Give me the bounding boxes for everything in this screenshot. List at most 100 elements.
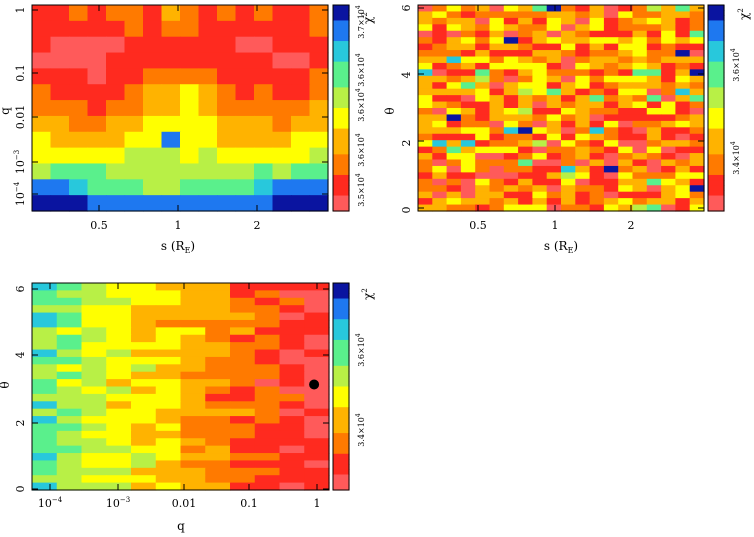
heatmap-cell (575, 159, 591, 167)
heatmap-cell (632, 120, 648, 128)
heatmap-cell (279, 371, 305, 380)
heatmap-cell (575, 5, 591, 13)
heatmap-cell (575, 75, 591, 83)
heatmap-cell (205, 401, 231, 410)
heatmap-cell (180, 445, 206, 454)
colorbar (708, 5, 725, 212)
heatmap-cell (675, 101, 691, 109)
heatmap-cell (418, 43, 433, 51)
panel-s-q: 0.5 1 2 s (RE) q 1 0.1 0.01 10−3 10−4 χ2… (0, 4, 375, 255)
heatmap-cell (532, 88, 548, 96)
heatmap-cell (661, 198, 676, 206)
colorbar-segment (333, 149, 350, 155)
heatmap-cell (489, 185, 505, 193)
heatmap-cell (632, 191, 648, 199)
heatmap-cell (279, 445, 305, 454)
heatmap-cell (661, 37, 676, 45)
heatmap-cell (304, 334, 330, 343)
heatmap-cell (235, 36, 255, 54)
heatmap-cell (56, 334, 83, 343)
heatmap-cell (475, 198, 491, 206)
heatmap-cell (418, 11, 433, 19)
heatmap-cell (143, 5, 163, 22)
heatmap-cell (309, 147, 329, 165)
heatmap-cell (418, 30, 433, 38)
heatmap-cell (518, 5, 533, 13)
colorbar-tick-label: 3.4×104 (355, 413, 366, 447)
heatmap-cell (532, 43, 548, 51)
heatmap-cell (489, 30, 505, 38)
heatmap-cell (217, 20, 237, 38)
heatmap-cell (532, 114, 548, 122)
heatmap-cell (81, 423, 107, 432)
heatmap-cell (532, 172, 548, 180)
colorbar-segment (708, 77, 725, 83)
heatmap-cell (230, 342, 256, 351)
heatmap-cell (56, 460, 83, 469)
heatmap-cell (143, 52, 163, 69)
heatmap-cell (161, 100, 181, 117)
heatmap-cell (561, 108, 576, 116)
colorbar-segment (333, 324, 350, 331)
heatmap-cell (446, 127, 462, 135)
colorbar-segment (708, 66, 725, 73)
colorbar-segment (708, 35, 725, 42)
heatmap-cell (106, 327, 132, 336)
heatmap-cell (254, 482, 281, 491)
x-tick-label: 2 (628, 219, 635, 232)
heatmap-cell (217, 163, 237, 180)
heatmap-cell (180, 68, 200, 85)
heatmap-cell (675, 75, 691, 83)
heatmap-cell (518, 69, 533, 77)
heatmap-cell (56, 379, 83, 388)
heatmap-cell (446, 198, 462, 206)
heatmap-cell (589, 120, 605, 128)
heatmap-cell (546, 30, 562, 38)
heatmap-cell (254, 371, 281, 380)
heatmap-cell (155, 386, 182, 395)
heatmap-cell (532, 24, 548, 32)
heatmap-cell (106, 482, 132, 491)
heatmap-cell (254, 430, 281, 439)
heatmap-cell (217, 179, 237, 196)
colorbar-segment (708, 113, 725, 119)
panel-s-theta: 0.5 1 2 s (RE) θ 0 2 4 6 χ2 3.4×104 3.6×… (383, 4, 751, 255)
heatmap-cell (69, 147, 89, 165)
heatmap-cell (561, 101, 576, 109)
heatmap-cell (503, 198, 519, 206)
heatmap-cell (446, 88, 462, 96)
heatmap-cell (475, 75, 491, 83)
heatmap-cell (546, 24, 562, 32)
heatmap-cell (81, 445, 107, 454)
heatmap-cell (32, 68, 52, 85)
heatmap-cell (106, 349, 132, 358)
heatmap-cell (603, 127, 619, 135)
heatmap-cell (561, 37, 576, 45)
heatmap-cell (304, 319, 330, 328)
heatmap-cell (69, 20, 89, 38)
heatmap-cell (489, 165, 505, 173)
colorbar-segment (333, 443, 350, 450)
heatmap-cell (589, 172, 605, 180)
heatmap-cell (106, 68, 126, 85)
colorbar-segment (333, 417, 350, 424)
heatmap-cell (503, 127, 519, 135)
heatmap-cell (561, 198, 576, 206)
heatmap-cell (432, 153, 448, 161)
colorbar-tick-label: 3.4×104 (730, 141, 741, 175)
heatmap-cell (632, 17, 648, 25)
x-tick-label: 1 (314, 497, 321, 510)
heatmap-cell (632, 146, 648, 154)
heatmap-cell (217, 195, 237, 212)
heatmap-cell (632, 69, 648, 77)
heatmap-cell (304, 408, 330, 417)
heatmap-cell (518, 165, 533, 173)
heatmap-cell (106, 371, 132, 380)
heatmap-cell (646, 24, 662, 32)
colorbar-segment (708, 185, 725, 191)
heatmap-cell (69, 36, 89, 54)
heatmap-cell (518, 140, 533, 148)
heatmap-cell (32, 408, 58, 417)
heatmap-cell (675, 120, 691, 128)
heatmap-cell (446, 24, 462, 32)
